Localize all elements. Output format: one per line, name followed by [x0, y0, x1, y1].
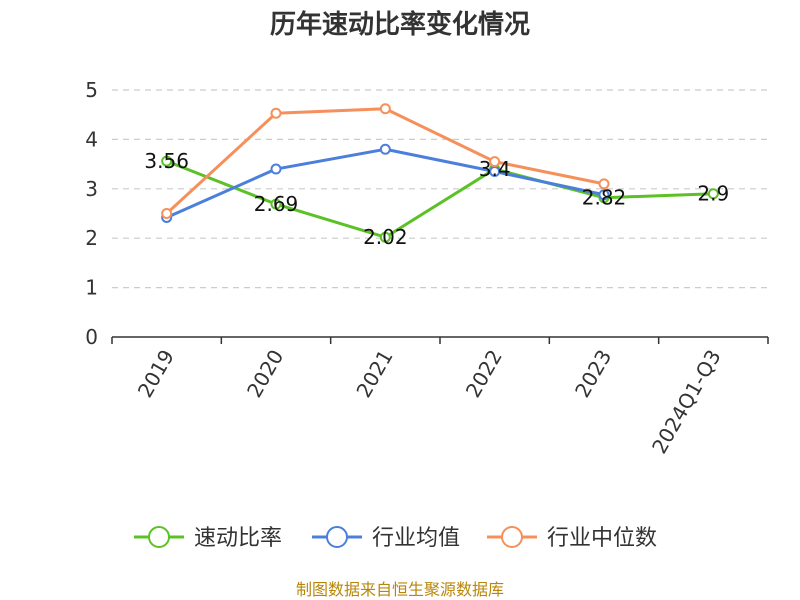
legend-item-行业中位数: 行业中位数 [487, 526, 657, 551]
y-tick-label-1: 1 [85, 276, 98, 300]
y-tick-label-2: 2 [85, 226, 98, 250]
data-label-2022: 3.4 [479, 157, 511, 181]
point-行业中位数-2019 [161, 208, 173, 219]
series-line-速动比率 [166, 159, 714, 239]
x-tick-label-2021: 2021 [351, 346, 397, 402]
y-tick-label-0: 0 [85, 325, 98, 349]
point-速动比率-2024Q1-Q3 [707, 188, 719, 200]
series-line-行业均值 [166, 147, 605, 219]
legend-item-行业均值: 行业均值 [312, 526, 460, 551]
point-行业均值-2021 [379, 143, 391, 155]
series-line-行业中位数 [165, 107, 605, 215]
legend-marker-行业中位数 [501, 526, 523, 548]
legend: 速动比率 行业均值 行业中位数 [134, 526, 657, 551]
x-tick-label-2019: 2019 [133, 346, 179, 402]
data-label-2020: 2.69 [254, 192, 299, 216]
y-tick-label-4: 4 [85, 127, 98, 151]
data-label-2023: 2.82 [582, 186, 627, 210]
x-tick-label-2024Q1-Q3: 2024Q1-Q3 [647, 346, 726, 458]
legend-label-行业中位数: 行业中位数 [547, 526, 657, 551]
point-行业中位数-2020 [270, 107, 282, 119]
grid-lines [112, 89, 768, 289]
point-行业中位数-2022 [489, 156, 501, 168]
x-tick-label-2022: 2022 [461, 345, 507, 401]
series-group [161, 103, 719, 243]
data-label-2024Q1-Q3: 2.9 [697, 182, 729, 206]
data-labels: 3.56 2.69 2.02 3.4 2.82 2.9 [144, 149, 729, 249]
point-速动比率-2021 [379, 231, 391, 243]
y-tick-label-3: 3 [85, 177, 98, 201]
legend-label-速动比率: 速动比率 [194, 526, 282, 551]
data-label-2021: 2.02 [363, 225, 408, 249]
point-速动比率-2020 [270, 198, 282, 210]
series-行业中位数 [161, 103, 610, 219]
x-tick-label-2020: 2020 [242, 346, 288, 402]
x-tick-label-2023: 2023 [570, 346, 616, 402]
point-行业中位数-2023 [598, 178, 610, 190]
legend-marker-行业均值 [326, 526, 348, 548]
axes: 0 1 2 3 4 5 2019 2020 2021 2022 2023 2024Q1-Q3 [85, 78, 769, 458]
data-label-2019: 3.56 [144, 149, 189, 173]
y-tick-label-5: 5 [85, 78, 98, 102]
legend-marker-速动比率 [148, 526, 170, 548]
point-速动比率-2019 [161, 155, 173, 167]
legend-label-行业均值: 行业均值 [372, 526, 460, 551]
point-行业均值-2020 [270, 163, 282, 175]
series-行业均值 [161, 143, 610, 223]
chart-title: 历年速动比率变化情况 [270, 9, 530, 40]
series-速动比率 [161, 155, 719, 243]
source-note: 制图数据来自恒生聚源数据库 [296, 580, 504, 599]
legend-item-速动比率: 速动比率 [134, 526, 282, 551]
point-行业均值-2023 [598, 189, 610, 201]
point-行业中位数-2021 [379, 103, 391, 115]
